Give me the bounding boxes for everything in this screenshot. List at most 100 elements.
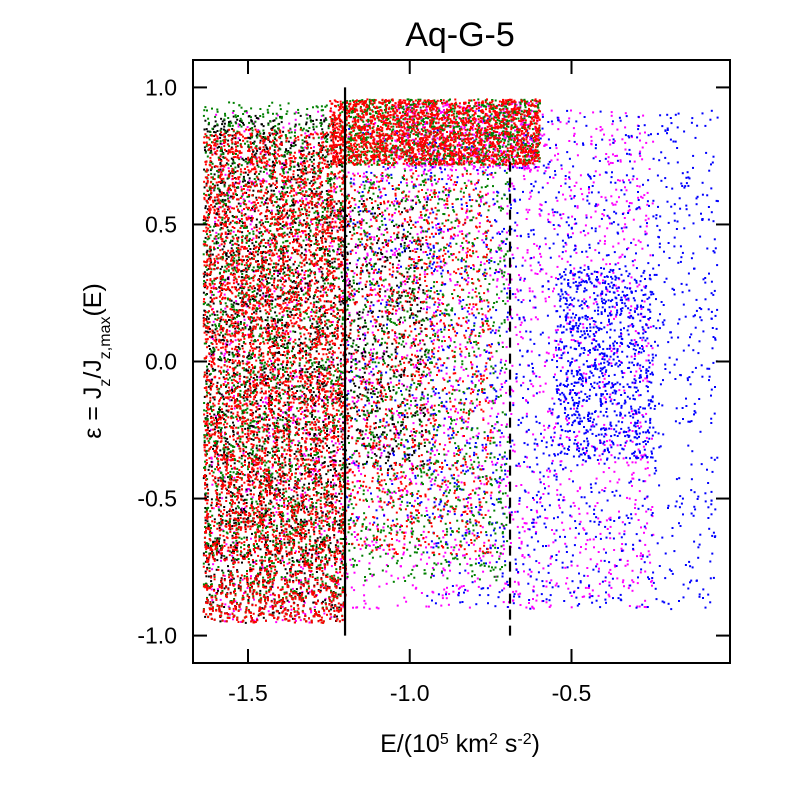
- data-point: [646, 297, 649, 300]
- data-point: [691, 117, 694, 120]
- data-point: [356, 246, 359, 249]
- data-point: [511, 439, 514, 442]
- data-point: [539, 137, 542, 140]
- data-point: [539, 252, 542, 255]
- data-point: [681, 185, 684, 187]
- data-point: [702, 588, 705, 591]
- data-point: [644, 339, 647, 342]
- data-point: [644, 230, 647, 233]
- data-point: [227, 167, 230, 170]
- data-point: [434, 148, 437, 151]
- data-point: [281, 605, 284, 608]
- data-point: [615, 200, 618, 203]
- data-point: [564, 535, 566, 538]
- data-point: [323, 568, 326, 571]
- data-point: [702, 597, 704, 599]
- data-point: [632, 317, 635, 320]
- data-point: [396, 410, 398, 413]
- data-point: [523, 522, 526, 525]
- data-point: [514, 129, 517, 132]
- data-point: [223, 620, 226, 623]
- data-point: [223, 281, 226, 284]
- data-point: [655, 217, 658, 220]
- data-point: [678, 600, 680, 602]
- data-point: [506, 292, 508, 295]
- data-point: [393, 251, 396, 254]
- data-point: [592, 445, 595, 448]
- data-point: [644, 599, 647, 602]
- data-point: [380, 195, 383, 197]
- data-point: [536, 511, 539, 514]
- data-point: [305, 409, 308, 412]
- data-point: [553, 517, 555, 520]
- data-point: [563, 345, 566, 348]
- data-point: [279, 499, 282, 502]
- data-point: [618, 196, 620, 199]
- data-point: [623, 217, 626, 219]
- data-point: [244, 506, 247, 509]
- data-point: [523, 319, 526, 322]
- data-point: [481, 127, 484, 130]
- data-point: [521, 517, 524, 520]
- data-point: [353, 531, 356, 533]
- data-point: [582, 323, 585, 326]
- data-point: [520, 542, 523, 545]
- data-point: [599, 110, 602, 113]
- data-point: [598, 282, 601, 285]
- data-point: [519, 349, 521, 352]
- data-point: [532, 471, 535, 474]
- data-point: [557, 128, 560, 131]
- data-point: [410, 480, 412, 483]
- data-point: [412, 258, 415, 261]
- data-point: [609, 444, 612, 447]
- data-point: [533, 372, 536, 375]
- data-point: [532, 228, 535, 231]
- data-point: [500, 432, 503, 435]
- data-point: [453, 481, 456, 484]
- data-point: [507, 164, 510, 167]
- data-point: [411, 117, 414, 120]
- data-point: [559, 340, 562, 343]
- data-point: [436, 256, 438, 258]
- data-point: [484, 398, 487, 401]
- data-point: [515, 485, 518, 487]
- data-point: [659, 445, 662, 448]
- data-point: [374, 293, 377, 296]
- data-point: [555, 422, 558, 425]
- data-point: [544, 297, 547, 300]
- data-point: [331, 521, 334, 524]
- data-point: [498, 244, 501, 247]
- data-point: [362, 417, 365, 420]
- data-point: [626, 496, 628, 499]
- data-point: [460, 415, 463, 418]
- data-point: [513, 443, 516, 446]
- data-point: [534, 438, 537, 441]
- data-point: [220, 559, 222, 562]
- data-point: [588, 243, 591, 246]
- data-point: [679, 207, 682, 210]
- data-point: [575, 222, 578, 225]
- data-point: [646, 555, 649, 558]
- data-point: [340, 262, 343, 265]
- data-point: [468, 336, 471, 338]
- data-point: [568, 417, 571, 420]
- data-point: [529, 379, 532, 382]
- data-point: [394, 139, 397, 142]
- data-point: [513, 188, 516, 191]
- data-point: [490, 257, 493, 259]
- data-point: [559, 121, 562, 124]
- data-point: [480, 200, 483, 203]
- data-point: [408, 190, 411, 193]
- data-point: [479, 198, 482, 201]
- data-point: [509, 395, 512, 398]
- data-point: [430, 145, 433, 148]
- data-point: [474, 442, 477, 444]
- data-point: [448, 187, 451, 190]
- data-point: [578, 396, 581, 399]
- data-point: [489, 415, 492, 418]
- data-point: [437, 593, 440, 596]
- data-point: [597, 433, 600, 436]
- data-point: [357, 172, 359, 175]
- data-point: [320, 137, 323, 140]
- data-point: [299, 619, 302, 622]
